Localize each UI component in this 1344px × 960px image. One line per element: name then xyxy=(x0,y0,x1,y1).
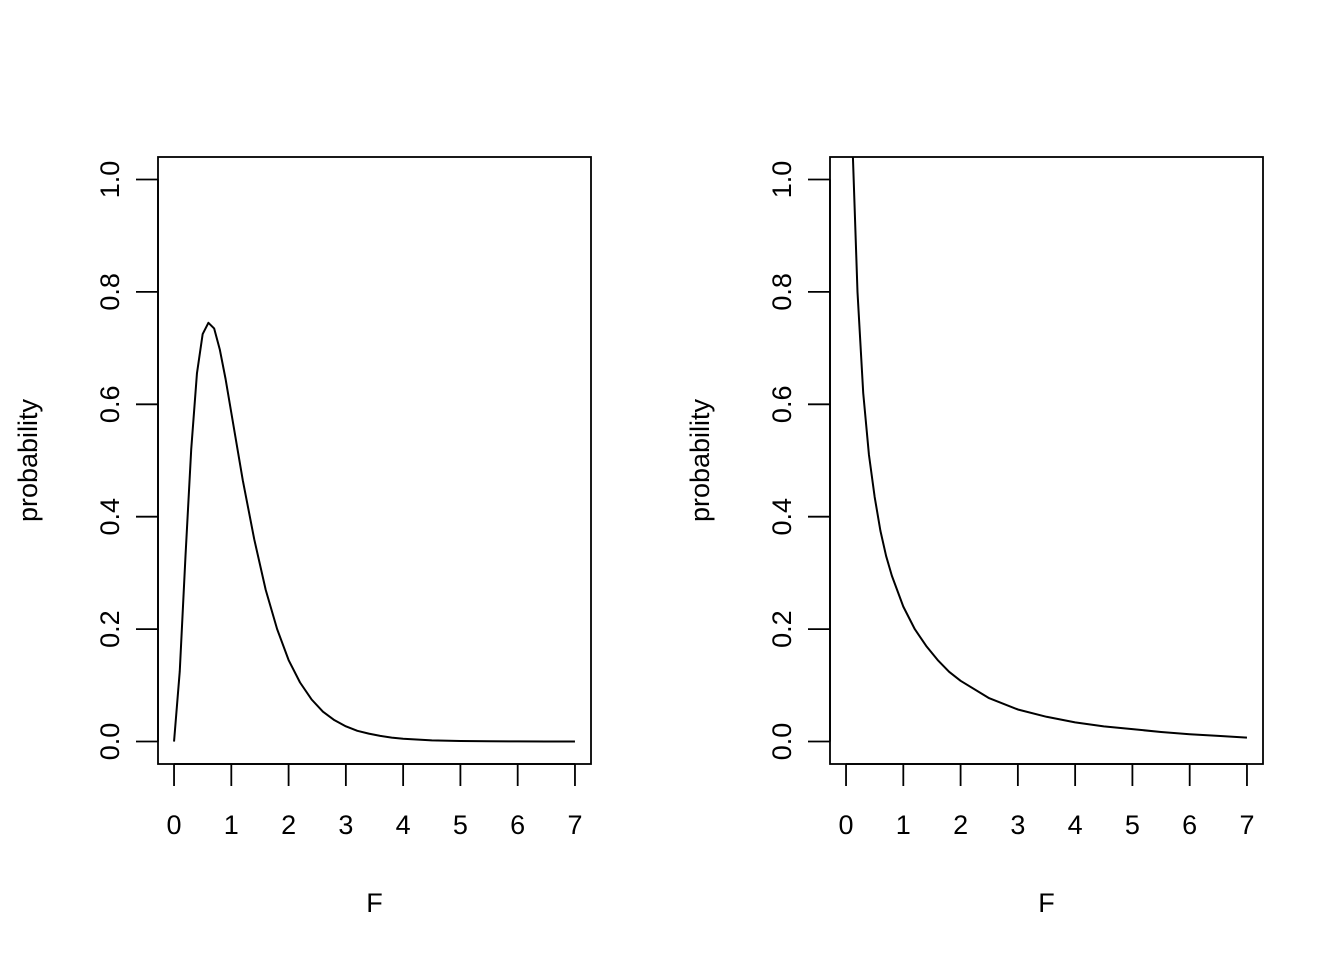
y-axis-label: probability xyxy=(13,398,43,522)
x-tick-label: 5 xyxy=(1125,810,1140,840)
x-tick-label: 3 xyxy=(338,810,353,840)
x-tick-label: 6 xyxy=(1182,810,1197,840)
x-tick-label: 7 xyxy=(1239,810,1254,840)
x-tick-label: 0 xyxy=(167,810,182,840)
x-tick-label: 6 xyxy=(510,810,525,840)
y-tick-label: 1.0 xyxy=(767,161,797,199)
x-tick-label: 7 xyxy=(567,810,582,840)
x-tick-label: 0 xyxy=(839,810,854,840)
y-tick-label: 0.8 xyxy=(767,273,797,311)
y-tick-label: 1.0 xyxy=(95,161,125,199)
y-tick-label: 0.4 xyxy=(767,498,797,536)
y-tick-label: 0.8 xyxy=(95,273,125,311)
x-tick-label: 4 xyxy=(396,810,411,840)
x-tick-label: 1 xyxy=(896,810,911,840)
y-tick-label: 0.4 xyxy=(95,498,125,536)
y-tick-label: 0.0 xyxy=(95,723,125,761)
x-tick-label: 5 xyxy=(453,810,468,840)
x-tick-label: 1 xyxy=(224,810,239,840)
y-tick-label: 0.0 xyxy=(767,723,797,761)
plot-frame xyxy=(829,156,1264,765)
plot-frame xyxy=(157,156,592,765)
y-tick-label: 0.2 xyxy=(95,610,125,648)
x-tick-label: 3 xyxy=(1010,810,1025,840)
x-axis-label: F xyxy=(366,888,383,918)
y-axis-label: probability xyxy=(685,398,715,522)
density-curve xyxy=(173,321,575,743)
x-tick-label: 2 xyxy=(953,810,968,840)
y-tick-label: 0.6 xyxy=(767,386,797,424)
y-tick-label: 0.2 xyxy=(767,610,797,648)
x-tick-label: 4 xyxy=(1068,810,1083,840)
x-axis-label: F xyxy=(1038,888,1055,918)
y-tick-label: 0.6 xyxy=(95,386,125,424)
density-curve xyxy=(851,157,1248,739)
x-tick-label: 2 xyxy=(281,810,296,840)
